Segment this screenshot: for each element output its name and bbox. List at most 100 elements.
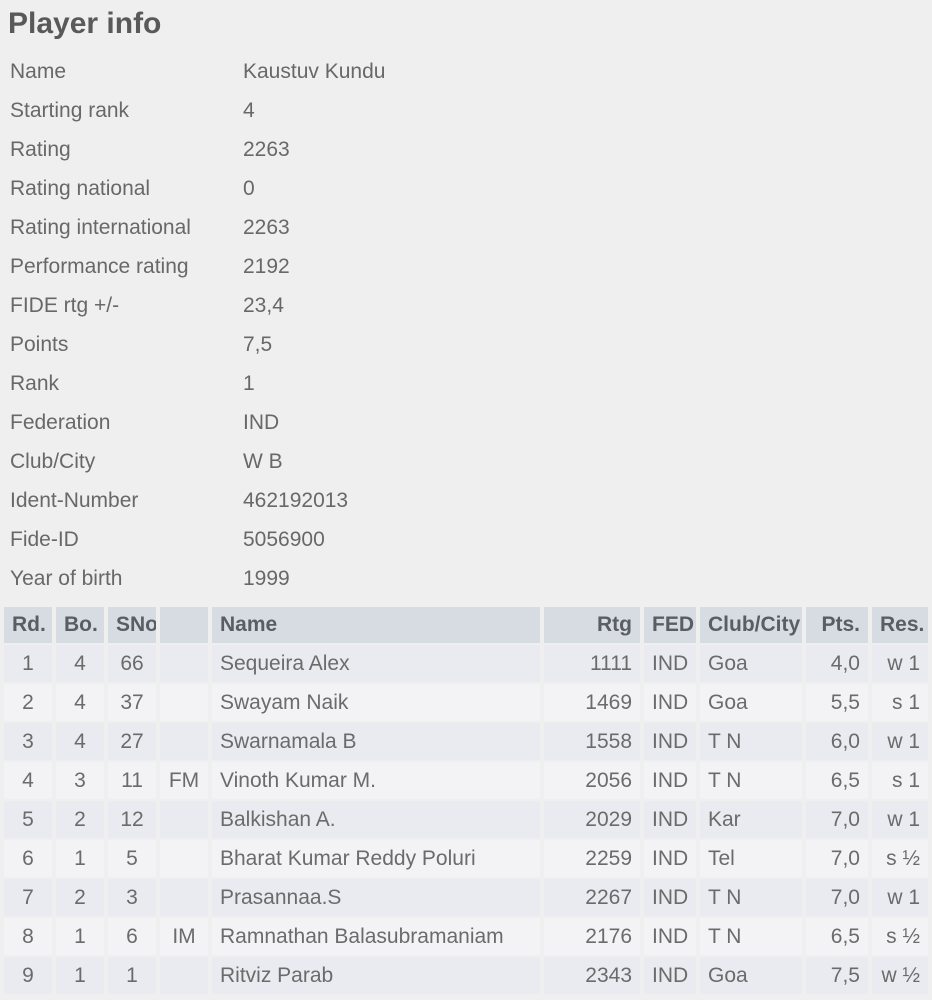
cell-federation: IND xyxy=(644,645,696,682)
cell-title xyxy=(160,840,208,877)
cell-rating: 1469 xyxy=(544,684,640,721)
info-row-rating-national: Rating national 0 xyxy=(10,169,932,208)
cell-opponent-name: Prasannaa.S xyxy=(212,879,540,916)
cell-club-city: Goa xyxy=(700,957,802,994)
info-row-fide-id: Fide-ID 5056900 xyxy=(10,520,932,559)
cell-title xyxy=(160,801,208,838)
table-row: 1 4 66 Sequeira Alex 1111 IND Goa 4,0 w … xyxy=(4,645,928,682)
cell-title: IM xyxy=(160,918,208,955)
cell-points: 7,0 xyxy=(806,840,868,877)
table-row: 7 2 3 Prasannaa.S 2267 IND T N 7,0 w 1 xyxy=(4,879,928,916)
games-table: Rd. Bo. SNo Name Rtg FED Club/City Pts. … xyxy=(0,605,932,996)
cell-points: 7,0 xyxy=(806,879,868,916)
info-label: Rank xyxy=(10,371,60,395)
cell-result: w 1 xyxy=(872,723,928,760)
cell-club-city: Kar xyxy=(700,801,802,838)
info-value: 4 xyxy=(243,98,255,122)
info-label: Year of birth xyxy=(10,566,123,590)
player-info-list: Name Kaustuv Kundu Starting rank 4 Ratin… xyxy=(0,52,932,598)
cell-round: 7 xyxy=(4,879,52,916)
info-label: Ident-Number xyxy=(10,488,139,512)
column-header-bo: Bo. xyxy=(56,607,104,643)
info-label: Points xyxy=(10,332,69,356)
info-row-points: Points 7,5 xyxy=(10,325,932,364)
cell-start-number: 37 xyxy=(108,684,156,721)
cell-rating: 2029 xyxy=(544,801,640,838)
info-value: 7,5 xyxy=(243,332,273,356)
cell-title xyxy=(160,645,208,682)
info-value: W B xyxy=(243,449,283,473)
games-table-header-row: Rd. Bo. SNo Name Rtg FED Club/City Pts. … xyxy=(4,607,928,643)
cell-title xyxy=(160,723,208,760)
table-row: 9 1 1 Ritviz Parab 2343 IND Goa 7,5 w ½ xyxy=(4,957,928,994)
cell-board: 1 xyxy=(56,918,104,955)
cell-round: 9 xyxy=(4,957,52,994)
column-header-name: Name xyxy=(212,607,540,643)
cell-federation: IND xyxy=(644,957,696,994)
cell-opponent-name: Ritviz Parab xyxy=(212,957,540,994)
cell-start-number: 27 xyxy=(108,723,156,760)
cell-opponent-name: Swarnamala B xyxy=(212,723,540,760)
cell-title xyxy=(160,957,208,994)
cell-opponent-name: Balkishan A. xyxy=(212,801,540,838)
info-label: Fide-ID xyxy=(10,527,79,551)
info-row-rank: Rank 1 xyxy=(10,364,932,403)
table-row: 2 4 37 Swayam Naik 1469 IND Goa 5,5 s 1 xyxy=(4,684,928,721)
info-row-federation: Federation IND xyxy=(10,403,932,442)
cell-federation: IND xyxy=(644,879,696,916)
info-value: 2263 xyxy=(243,215,290,239)
info-label: Rating xyxy=(10,137,71,161)
cell-start-number: 12 xyxy=(108,801,156,838)
page-title: Player info xyxy=(8,7,162,40)
cell-round: 3 xyxy=(4,723,52,760)
info-row-club-city: Club/City W B xyxy=(10,442,932,481)
cell-federation: IND xyxy=(644,723,696,760)
cell-rating: 2343 xyxy=(544,957,640,994)
column-header-rd: Rd. xyxy=(4,607,52,643)
cell-points: 6,5 xyxy=(806,918,868,955)
info-row-rating: Rating 2263 xyxy=(10,130,932,169)
info-label: Club/City xyxy=(10,449,96,473)
cell-federation: IND xyxy=(644,840,696,877)
cell-opponent-name: Ramnathan Balasubramaniam xyxy=(212,918,540,955)
cell-start-number: 1 xyxy=(108,957,156,994)
info-label: Name xyxy=(10,59,67,83)
cell-result: w 1 xyxy=(872,801,928,838)
info-label: Rating international xyxy=(10,215,191,239)
cell-round: 8 xyxy=(4,918,52,955)
column-header-title xyxy=(160,607,208,643)
cell-round: 1 xyxy=(4,645,52,682)
cell-points: 4,0 xyxy=(806,645,868,682)
cell-club-city: T N xyxy=(700,762,802,799)
cell-round: 5 xyxy=(4,801,52,838)
info-value: 23,4 xyxy=(243,293,284,317)
info-value: 2192 xyxy=(243,254,290,278)
cell-rating: 1558 xyxy=(544,723,640,760)
info-value: 2263 xyxy=(243,137,290,161)
cell-club-city: Tel xyxy=(700,840,802,877)
cell-board: 4 xyxy=(56,645,104,682)
cell-result: s ½ xyxy=(872,840,928,877)
cell-rating: 1111 xyxy=(544,645,640,682)
table-row: 8 1 6 IM Ramnathan Balasubramaniam 2176 … xyxy=(4,918,928,955)
info-row-year-of-birth: Year of birth 1999 xyxy=(10,559,932,598)
cell-federation: IND xyxy=(644,801,696,838)
table-row: 5 2 12 Balkishan A. 2029 IND Kar 7,0 w 1 xyxy=(4,801,928,838)
cell-federation: IND xyxy=(644,762,696,799)
info-value: Kaustuv Kundu xyxy=(243,59,386,83)
cell-club-city: T N xyxy=(700,918,802,955)
info-value: 5056900 xyxy=(243,527,325,551)
cell-rating: 2176 xyxy=(544,918,640,955)
column-header-club: Club/City xyxy=(700,607,802,643)
info-row-name: Name Kaustuv Kundu xyxy=(10,52,932,91)
cell-result: w 1 xyxy=(872,879,928,916)
cell-board: 1 xyxy=(56,957,104,994)
cell-start-number: 5 xyxy=(108,840,156,877)
cell-opponent-name: Vinoth Kumar M. xyxy=(212,762,540,799)
cell-club-city: T N xyxy=(700,723,802,760)
cell-points: 6,5 xyxy=(806,762,868,799)
info-label: Rating national xyxy=(10,176,151,200)
cell-rating: 2267 xyxy=(544,879,640,916)
table-row: 4 3 11 FM Vinoth Kumar M. 2056 IND T N 6… xyxy=(4,762,928,799)
cell-round: 6 xyxy=(4,840,52,877)
